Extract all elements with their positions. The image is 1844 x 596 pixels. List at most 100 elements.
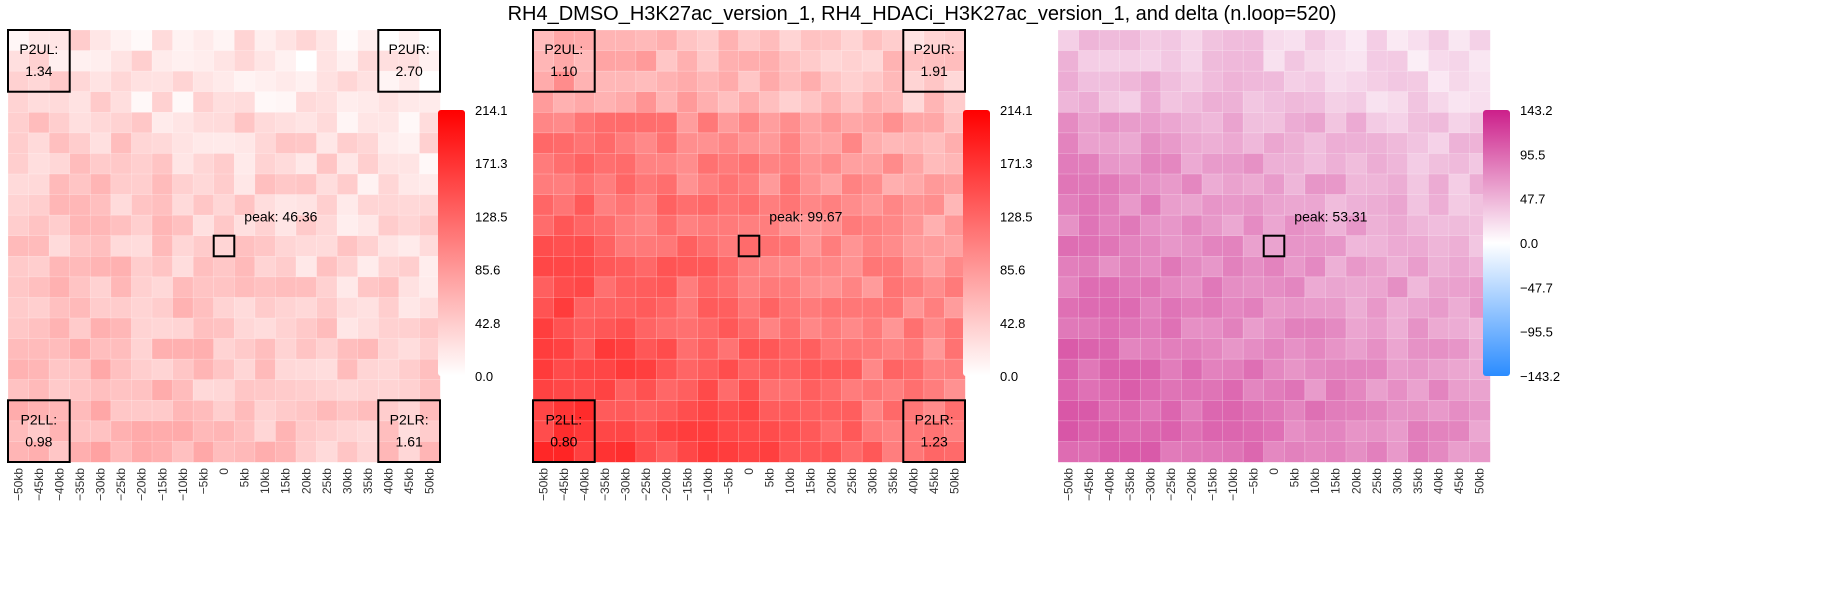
heatmap-cell <box>861 235 884 257</box>
heatmap-cell <box>192 235 215 257</box>
heatmap-cell <box>1119 297 1141 319</box>
x-tick-label: −10kb <box>176 468 190 501</box>
heatmap-cell <box>758 297 781 319</box>
heatmap-cell <box>820 317 843 340</box>
heatmap-cell <box>254 379 277 401</box>
heatmap-cell <box>1181 235 1203 257</box>
heatmap-cell <box>336 70 359 93</box>
heatmap-cell <box>1057 441 1080 463</box>
heatmap-cell <box>336 338 359 360</box>
heatmap-cell <box>738 235 760 257</box>
x-tick-label: −30kb <box>94 468 108 501</box>
heatmap-cell <box>110 317 133 340</box>
heatmap-cell <box>1098 173 1121 196</box>
x-tick-label: 5kb <box>238 468 252 488</box>
heatmap-cell <box>48 276 71 299</box>
heatmap-cell <box>738 338 760 360</box>
heatmap-cell <box>1098 441 1121 463</box>
heatmap-cell <box>1427 132 1450 155</box>
heatmap-cell <box>1345 420 1368 443</box>
heatmap-cell <box>1366 214 1388 237</box>
heatmap-cell <box>1119 379 1141 401</box>
heatmap-cell <box>151 297 174 319</box>
heatmap-cell <box>635 379 658 401</box>
heatmap-cell <box>820 276 843 299</box>
heatmap-cell <box>1098 297 1121 319</box>
heatmap-cell <box>594 194 616 216</box>
heatmap-cell <box>336 235 359 257</box>
heatmap-cell <box>254 70 277 93</box>
heatmap-cell <box>419 91 441 113</box>
heatmap-cell <box>1139 420 1162 443</box>
heatmap-cell <box>902 194 925 216</box>
heatmap-cell <box>656 420 678 443</box>
heatmap-cell <box>336 317 359 340</box>
heatmap-cell <box>192 132 215 155</box>
heatmap-cell <box>1181 194 1203 216</box>
heatmap-cell <box>902 91 925 113</box>
colorbar-tick-label: 0.0 <box>1000 369 1018 384</box>
heatmap-cell <box>254 255 277 278</box>
corner-label-ul: P2UL: <box>19 41 58 57</box>
heatmap-cell <box>532 255 555 278</box>
heatmap-cell <box>192 29 215 52</box>
heatmap-cell <box>841 441 863 463</box>
heatmap-cell <box>1345 297 1368 319</box>
heatmap-cell <box>882 214 904 237</box>
heatmap-cell <box>923 91 946 113</box>
heatmap-cell <box>316 194 338 216</box>
heatmap-cell <box>1119 70 1141 93</box>
heatmap-cell <box>69 441 91 463</box>
heatmap-cell <box>635 420 658 443</box>
heatmap-cell <box>1057 255 1080 278</box>
heatmap-cell <box>841 91 863 113</box>
heatmap-cell <box>1283 29 1306 52</box>
heatmap-cell <box>1448 70 1471 93</box>
x-tick-label: 0 <box>742 468 756 475</box>
heatmap-cell <box>254 132 277 155</box>
heatmap-cell <box>1201 399 1224 422</box>
heatmap-cell <box>717 235 740 257</box>
heatmap-cell <box>656 379 678 401</box>
heatmap-cell <box>1098 358 1121 381</box>
heatmap-cell <box>923 153 946 175</box>
heatmap-cell <box>676 358 699 381</box>
heatmap-cell <box>553 91 575 113</box>
heatmap-cell <box>275 399 297 422</box>
heatmap-cell <box>738 276 760 299</box>
heatmap-cell <box>779 338 802 360</box>
heatmap-cell <box>131 379 153 401</box>
corner-box-lr <box>377 399 441 463</box>
heatmap-cell <box>758 173 781 196</box>
heatmap-cell <box>1304 358 1327 381</box>
heatmap-cell <box>697 255 719 278</box>
heatmap-cell <box>295 50 318 72</box>
heatmap-cell <box>1386 441 1409 463</box>
heatmap-cell <box>28 379 50 401</box>
heatmap-cell <box>357 173 379 196</box>
heatmap-cell <box>758 420 781 443</box>
heatmap-cell <box>1448 420 1471 443</box>
heatmap-cell <box>944 91 966 113</box>
colorbar <box>438 110 465 376</box>
heatmap-cell <box>738 420 760 443</box>
heatmap-cell <box>779 420 802 443</box>
heatmap-cell <box>110 50 133 72</box>
heatmap-cell <box>697 194 719 216</box>
heatmap-cell <box>1160 153 1183 175</box>
heatmap-cell <box>1263 70 1285 93</box>
heatmap-cell <box>1366 441 1388 463</box>
heatmap-cell <box>532 111 555 134</box>
heatmap-cell <box>377 276 400 299</box>
heatmap-cell <box>923 173 946 196</box>
heatmap-cell <box>1201 91 1224 113</box>
heatmap-cell <box>573 111 596 134</box>
heatmap-cell <box>800 317 822 340</box>
heatmap-cell <box>233 297 256 319</box>
heatmap-cell <box>676 29 699 52</box>
heatmap-cell <box>923 235 946 257</box>
heatmap-cell <box>902 358 925 381</box>
heatmap-cell <box>697 91 719 113</box>
heatmap-cell <box>1407 111 1429 134</box>
heatmap-cell <box>841 235 863 257</box>
